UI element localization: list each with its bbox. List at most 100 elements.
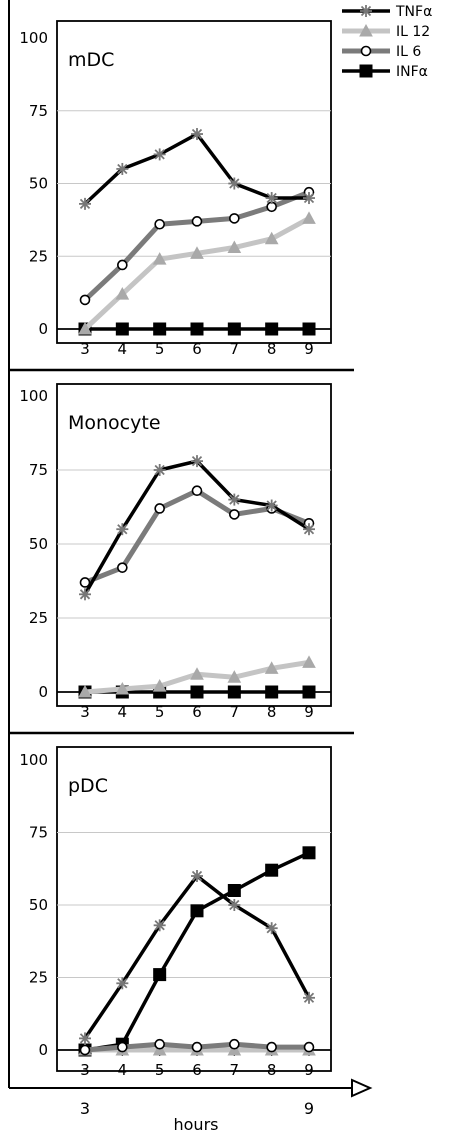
data-point-il12 xyxy=(152,1042,167,1056)
data-point-il6 xyxy=(117,1041,128,1053)
series-tnfa xyxy=(79,455,315,601)
data-point-il6 xyxy=(229,213,240,224)
legend-item-tnfa: TNFα xyxy=(342,4,432,20)
data-point-il6 xyxy=(154,218,165,230)
series-il6 xyxy=(79,1038,315,1056)
panel-mdc: 0 25 50 75 100 3 4 5 6 7 8 9 mDC xyxy=(19,20,332,358)
data-point-il12 xyxy=(227,1042,242,1056)
data-point-infa xyxy=(227,322,241,336)
hours-axis: 3 9 hours xyxy=(9,1078,373,1134)
legend-label: IL 12 xyxy=(396,24,430,40)
y-tick-label: 100 xyxy=(19,29,48,47)
data-point-tnfa xyxy=(153,464,166,476)
data-point-il12 xyxy=(115,681,130,695)
y-tick-label: 75 xyxy=(29,102,48,120)
data-point-il12 xyxy=(302,655,316,668)
x-tick-label: 8 xyxy=(267,340,277,358)
legend-item-il6: IL 6 xyxy=(342,44,421,60)
data-point-infa xyxy=(190,904,204,918)
data-point-il12 xyxy=(190,246,204,259)
x-tick-label: 4 xyxy=(118,340,128,358)
legend: TNFα IL 12 IL 6 INFα xyxy=(342,4,432,80)
data-point-il12 xyxy=(190,667,204,680)
series-tnfa xyxy=(79,870,315,1045)
legend-marker-il12 xyxy=(359,23,373,37)
data-point-tnfa xyxy=(116,162,129,175)
data-point-infa xyxy=(302,322,316,336)
data-point-tnfa xyxy=(191,870,203,882)
data-point-tnfa xyxy=(228,493,241,506)
data-point-il6 xyxy=(79,1044,91,1056)
x-tick-label: 5 xyxy=(155,1061,165,1079)
data-point-tnfa xyxy=(153,919,166,932)
data-point-il6 xyxy=(303,1041,315,1053)
data-point-tnfa xyxy=(116,523,129,536)
y-tick-label: 75 xyxy=(29,461,48,479)
data-point-tnfa xyxy=(303,523,315,536)
x-tick-label: 9 xyxy=(304,1061,314,1079)
data-point-tnfa xyxy=(228,177,241,190)
data-point-il12 xyxy=(115,287,130,300)
x-tick-label: 3 xyxy=(80,703,90,721)
data-point-il12 xyxy=(264,231,279,245)
series-tnfa xyxy=(79,128,315,210)
data-point-il6 xyxy=(229,1038,240,1050)
data-point-il6 xyxy=(79,294,91,306)
y-tick-label: 25 xyxy=(29,969,48,987)
data-point-tnfa xyxy=(79,1032,91,1045)
x-tick-label: 8 xyxy=(267,1061,277,1079)
data-point-infa xyxy=(190,322,204,336)
data-point-il6 xyxy=(266,1041,277,1053)
data-point-il12 xyxy=(152,679,167,692)
legend-item-il12: IL 12 xyxy=(342,23,430,40)
series-il6 xyxy=(79,186,315,306)
x-tick-label: 9 xyxy=(304,703,314,721)
data-point-il6 xyxy=(117,259,128,271)
data-point-tnfa xyxy=(303,192,315,205)
x-tick-label: 3 xyxy=(80,1061,90,1079)
hours-axis-arrowhead xyxy=(351,1078,373,1098)
x-tick-label: 5 xyxy=(155,340,165,358)
data-point-tnfa xyxy=(153,148,166,161)
data-point-il6 xyxy=(117,562,128,573)
data-point-infa xyxy=(302,846,316,860)
data-point-tnfa xyxy=(191,455,203,468)
x-tick-label: 7 xyxy=(230,340,240,358)
data-point-tnfa xyxy=(303,991,315,1004)
hours-axis-start-label: 3 xyxy=(80,1099,90,1118)
legend-label: IL 6 xyxy=(396,44,421,60)
legend-marker-infa xyxy=(359,64,373,78)
data-point-il6 xyxy=(191,1041,203,1053)
data-point-il12 xyxy=(78,684,92,698)
data-point-tnfa xyxy=(265,192,278,205)
data-point-tnfa xyxy=(265,922,278,935)
hours-axis-end-label: 9 xyxy=(304,1099,314,1118)
data-point-infa xyxy=(265,863,279,877)
x-tick-label: 6 xyxy=(192,1061,202,1079)
panel-title: mDC xyxy=(68,49,114,71)
panel-pdc: 0 25 50 75 100 3 4 5 6 7 8 9 pDC xyxy=(19,746,332,1079)
data-point-il12 xyxy=(227,240,242,254)
x-tick-label: 9 xyxy=(304,340,314,358)
data-point-infa xyxy=(190,685,204,699)
y-tick-label: 100 xyxy=(19,387,48,405)
y-tick-label: 25 xyxy=(29,247,48,265)
y-tick-label: 0 xyxy=(38,320,48,338)
data-point-il12 xyxy=(78,321,92,335)
x-tick-label: 4 xyxy=(118,1061,128,1079)
x-tick-label: 7 xyxy=(230,703,240,721)
plot-area xyxy=(56,20,332,344)
y-tick-label: 50 xyxy=(29,896,48,914)
legend-item-infa: INFα xyxy=(342,64,428,80)
data-point-tnfa xyxy=(79,588,91,601)
data-point-il6 xyxy=(79,577,91,588)
x-tick-label: 8 xyxy=(267,703,277,721)
y-tick-label: 0 xyxy=(38,683,48,701)
data-point-tnfa xyxy=(79,197,91,210)
panel-title: Monocyte xyxy=(68,412,161,434)
plot-area xyxy=(56,383,332,707)
data-point-infa xyxy=(302,685,316,699)
data-point-tnfa xyxy=(265,499,278,512)
legend-marker-il6 xyxy=(360,45,372,57)
